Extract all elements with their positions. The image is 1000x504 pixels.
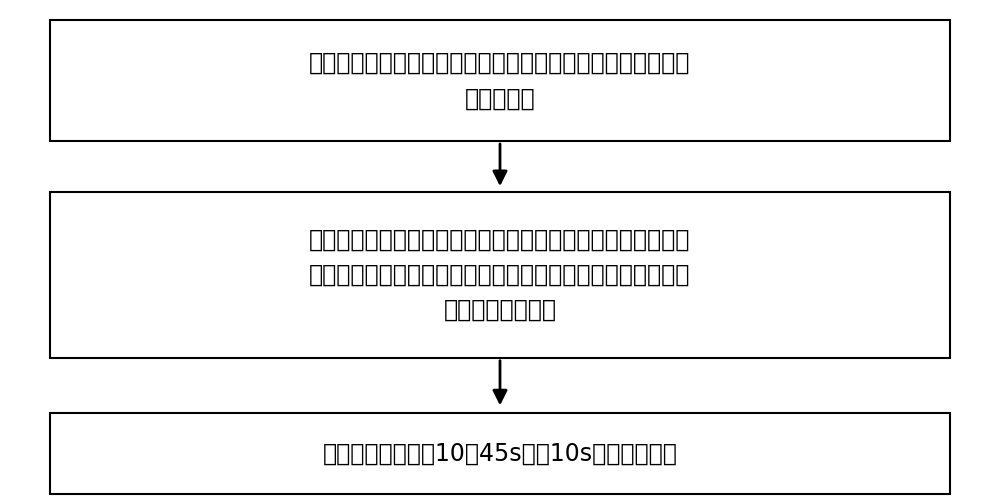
Text: 第三步、正常值为10～45s，＜10s为泪膜不稳定: 第三步、正常值为10～45s，＜10s为泪膜不稳定 bbox=[323, 442, 677, 466]
FancyBboxPatch shape bbox=[50, 192, 950, 358]
Text: 第二步、测量者在摄像模块的钴蓝光下用宽裂隙灯带观察从最
后一次瞬目后睁眼至角膜出现第一个黑斑即干燥斑的时间，记
录为泪膜破裂时间: 第二步、测量者在摄像模块的钴蓝光下用宽裂隙灯带观察从最 后一次瞬目后睁眼至角膜出… bbox=[309, 227, 691, 322]
FancyBboxPatch shape bbox=[50, 413, 950, 494]
FancyBboxPatch shape bbox=[50, 20, 950, 141]
Text: 第一步、在结膜囊内滴入少量荧光素钠溶液，被检者瞬目数次
后平视前方: 第一步、在结膜囊内滴入少量荧光素钠溶液，被检者瞬目数次 后平视前方 bbox=[309, 51, 691, 110]
